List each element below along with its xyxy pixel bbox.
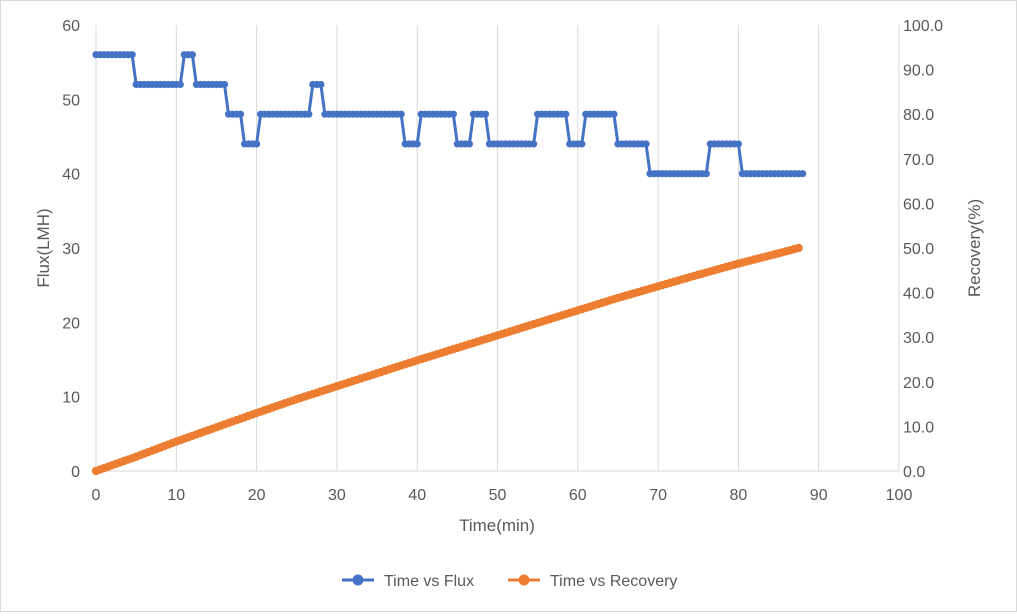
y-tick-label: 40 [62,167,80,184]
flux-point [317,80,325,89]
y2-tick-label: 100.0 [903,18,943,35]
flux-point [220,80,229,89]
series-layer [91,51,807,476]
flux-point [578,140,586,148]
y-tick-label: 30 [62,241,80,258]
y2-tick-label: 20.0 [903,375,934,392]
flux-point [481,110,490,118]
flux-point [610,110,618,118]
flux-point [397,110,405,118]
x-tick-label: 10 [167,487,185,504]
y-tick-label: 60 [62,18,80,35]
flux-point [128,51,136,59]
y-tick-label: 0 [71,464,80,481]
x-tick-label: 30 [328,487,346,504]
x-tick-label: 20 [248,487,266,504]
flux-point [188,51,196,59]
x-tick-label: 50 [489,487,507,504]
recovery-point [794,243,803,253]
y2-tick-label: 40.0 [903,286,934,303]
y-axis-title: Flux(LMH) [34,208,53,287]
legend-swatch-flux-marker [352,574,364,586]
x-tick-label: 100 [886,487,913,504]
x-tick-label: 0 [92,487,101,504]
y2-tick-label: 60.0 [903,196,934,213]
x-tick-label: 80 [730,487,748,504]
legend-item-recovery: Time vs Recovery [508,573,677,590]
legend-label-recovery: Time vs Recovery [550,573,677,590]
legend-swatch-recovery-marker [518,574,530,586]
legend: Time vs Flux Time vs Recovery [342,573,677,590]
y2-axis-title: Recovery(%) [965,199,984,297]
x-tick-label: 90 [810,487,828,504]
y-tick-label: 50 [62,92,80,109]
y2-tick-label: 80.0 [903,107,934,124]
y2-tick-label: 50.0 [903,241,934,258]
y-tick-label: 10 [62,390,80,407]
flux-point [530,140,538,148]
x-tick-label: 70 [649,487,667,504]
flux-point [253,140,261,148]
flux-point [236,110,245,118]
legend-label-flux: Time vs Flux [384,573,474,590]
flux-point [305,110,313,118]
x-tick-label: 60 [569,487,587,504]
y2-tick-label: 90.0 [903,63,934,80]
legend-item-flux: Time vs Flux [342,573,474,590]
flux-point [562,110,570,118]
y2-tick-label: 10.0 [903,419,934,436]
flux-point [799,170,807,178]
flux-point [734,140,743,148]
recovery-series-line [95,246,800,473]
flux-point [642,140,650,148]
flux-point [702,170,710,178]
y2-tick-label: 30.0 [903,330,934,347]
y2-tick-label: 70.0 [903,152,934,169]
y2-tick-label: 0.0 [903,464,925,481]
flux-point [449,110,457,118]
axis-layer: 0 10 20 30 40 50 60 70 80 90 100 0 10 20 30 40 50 60 0.0 10… [62,18,943,504]
x-axis-title: Time(min) [459,516,535,535]
x-tick-label: 40 [408,487,426,504]
grid-layer [95,25,900,471]
flux-point [176,80,184,89]
y-tick-label: 20 [62,315,80,332]
flux-point [413,140,421,148]
flux-point [465,140,473,148]
